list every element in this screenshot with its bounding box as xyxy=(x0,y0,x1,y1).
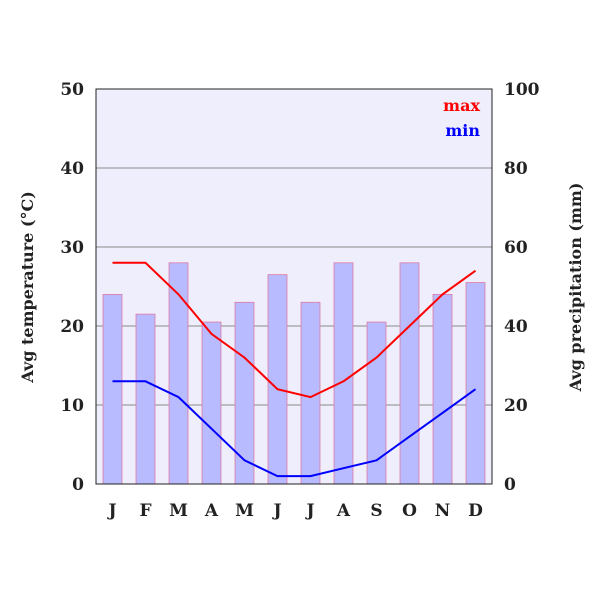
month-label: S xyxy=(370,501,382,521)
right-tick-label: 20 xyxy=(504,396,528,416)
right-tick-label: 80 xyxy=(504,159,528,179)
right-tick-label: 40 xyxy=(504,317,528,337)
left-tick-label: 50 xyxy=(60,80,84,100)
precipitation-bar xyxy=(465,282,486,485)
precipitation-bar xyxy=(234,301,255,485)
left-tick-label: 20 xyxy=(60,317,84,337)
right-axis-label: Avg precipitation (mm) xyxy=(566,183,585,393)
precipitation-bar xyxy=(432,293,453,485)
precipitation-bar xyxy=(135,313,156,485)
plot-frame xyxy=(95,88,493,485)
legend-min: min xyxy=(445,121,480,140)
series-line-min xyxy=(112,380,477,478)
series-line-max xyxy=(112,261,477,399)
left-tick-label: 30 xyxy=(60,238,84,258)
precipitation-bar xyxy=(333,262,354,485)
plot-area xyxy=(96,89,492,484)
legend-max: max xyxy=(443,96,480,115)
month-label: M xyxy=(235,501,254,521)
left-tick-label: 10 xyxy=(60,396,84,416)
precipitation-bar xyxy=(399,262,420,485)
month-label: J xyxy=(106,501,116,521)
month-label: N xyxy=(435,501,451,521)
month-label: M xyxy=(169,501,188,521)
right-tick-label: 0 xyxy=(504,475,516,495)
month-label: A xyxy=(336,501,351,521)
month-label: A xyxy=(204,501,219,521)
left-tick-label: 0 xyxy=(72,475,84,495)
month-label: J xyxy=(304,501,314,521)
precipitation-bar xyxy=(201,321,222,485)
left-axis-label: Avg temperature (°C) xyxy=(18,191,37,384)
month-label: D xyxy=(468,501,483,521)
right-tick-label: 100 xyxy=(504,80,540,100)
month-label: O xyxy=(402,501,417,521)
month-label: F xyxy=(139,501,151,521)
right-tick-label: 60 xyxy=(504,238,528,258)
month-label: J xyxy=(271,501,281,521)
left-tick-label: 40 xyxy=(60,159,84,179)
precipitation-bar xyxy=(168,262,189,485)
precipitation-bar xyxy=(267,274,288,485)
precipitation-bar xyxy=(102,293,123,485)
